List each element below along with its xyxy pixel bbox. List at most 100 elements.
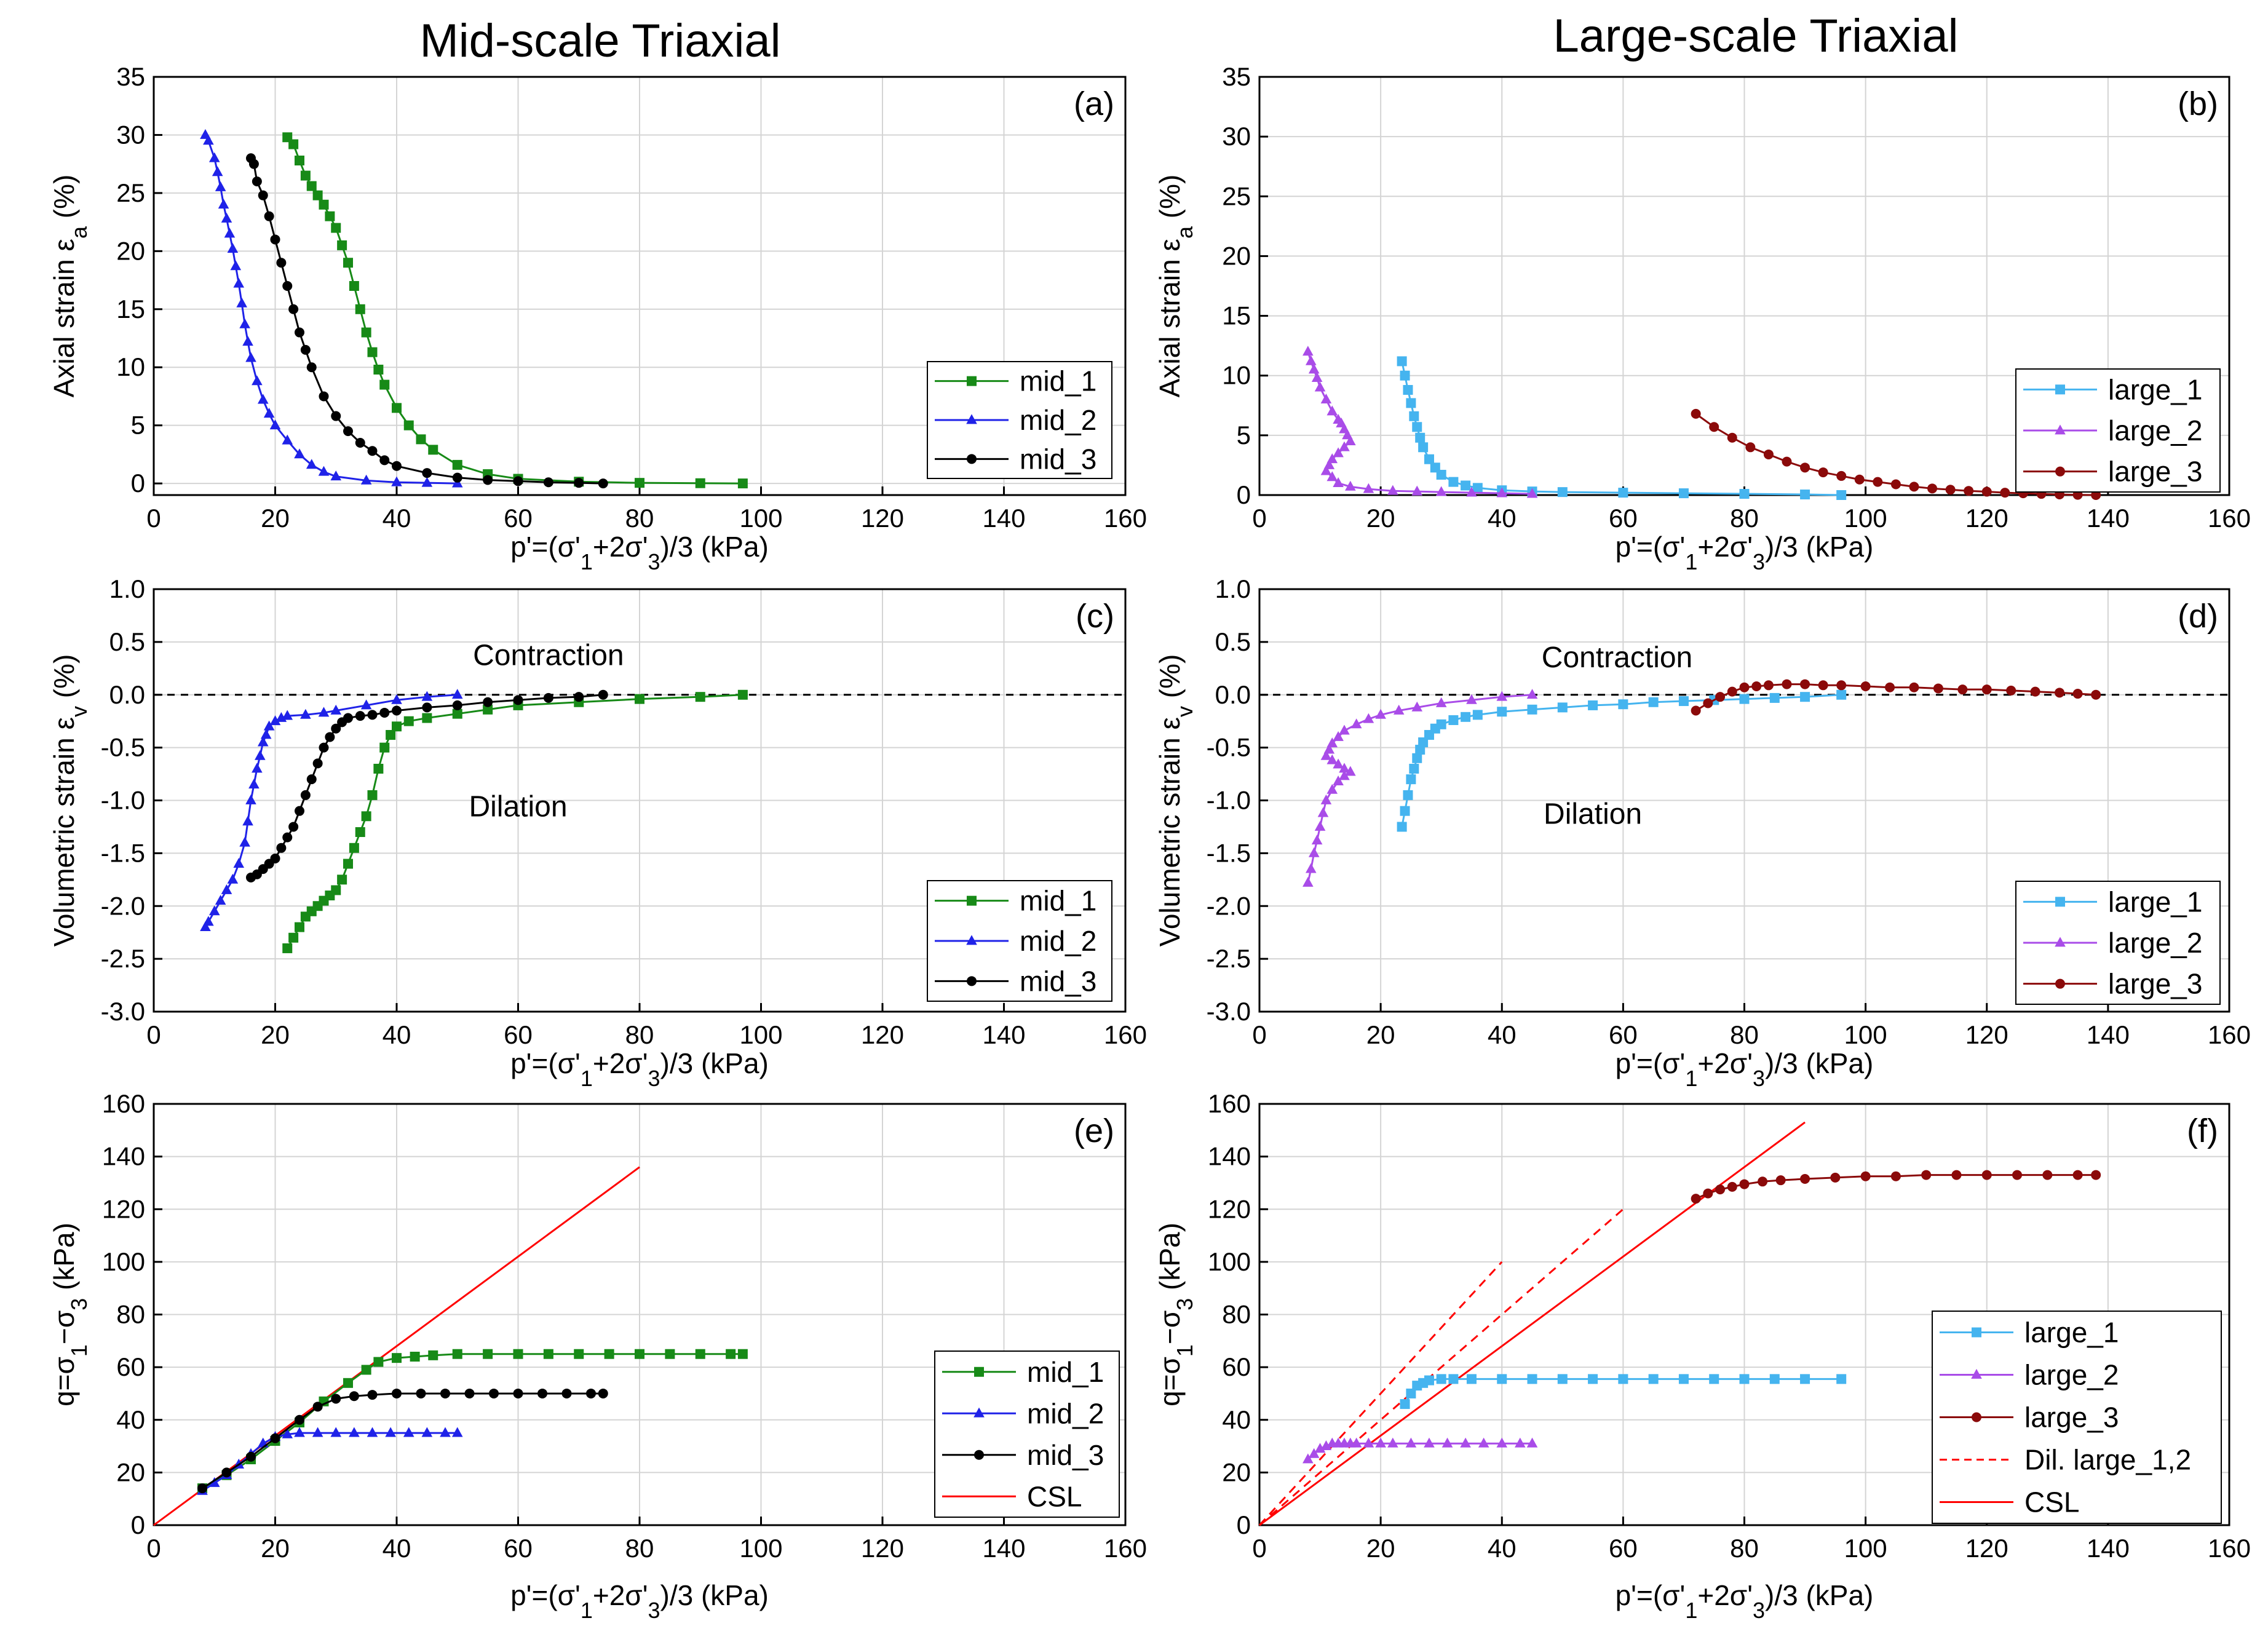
data-point-large_3 bbox=[1782, 456, 1792, 467]
data-point-large_1 bbox=[1400, 806, 1410, 816]
series-mid_1 bbox=[282, 689, 748, 953]
data-point-large_1 bbox=[1618, 488, 1628, 498]
legend-marker bbox=[973, 1407, 985, 1418]
data-point-large_3 bbox=[1758, 1176, 1768, 1187]
x-axis-label-part: 3 bbox=[1753, 549, 1765, 574]
x-tick-label: 40 bbox=[383, 1020, 411, 1049]
data-point-large_1 bbox=[1836, 490, 1847, 500]
x-axis-label-part: 1 bbox=[581, 1066, 593, 1091]
y-tick-label: 80 bbox=[1222, 1300, 1251, 1329]
data-point-mid_1 bbox=[379, 379, 390, 390]
x-axis-label: p'=(σ'1+2σ'3)/3 (kPa) bbox=[510, 1047, 769, 1091]
y-tick-label: 20 bbox=[1222, 241, 1251, 270]
x-axis-label: p'=(σ'1+2σ'3)/3 (kPa) bbox=[1616, 1047, 1874, 1091]
data-point-large_3 bbox=[1830, 1172, 1841, 1183]
x-tick-label: 60 bbox=[1609, 1534, 1638, 1563]
x-tick-label: 40 bbox=[383, 1534, 411, 1563]
data-point-mid_1 bbox=[403, 420, 414, 430]
data-point-mid_2 bbox=[282, 710, 293, 720]
y-tick-label: 100 bbox=[1208, 1247, 1251, 1276]
data-point-large_1 bbox=[1436, 1374, 1446, 1384]
x-tick-label: 140 bbox=[2087, 1534, 2130, 1563]
legend-marker bbox=[2055, 978, 2065, 989]
y-tick-label: 35 bbox=[1222, 62, 1251, 91]
y-tick-label: 10 bbox=[116, 352, 145, 381]
data-point-mid_2 bbox=[349, 1427, 360, 1437]
data-point-mid_2 bbox=[306, 459, 317, 469]
data-point-large_2 bbox=[1326, 783, 1338, 794]
x-tick-label: 160 bbox=[2208, 1020, 2251, 1049]
data-point-mid_3 bbox=[343, 713, 353, 723]
data-point-large_1 bbox=[1678, 696, 1689, 707]
y-tick-label: 40 bbox=[1222, 1405, 1251, 1434]
data-point-mid_3 bbox=[270, 853, 280, 863]
x-tick-label: 120 bbox=[1965, 1534, 2008, 1563]
x-axis-label-part: 1 bbox=[581, 549, 593, 574]
data-point-large_1 bbox=[1557, 1374, 1568, 1384]
x-tick-label: 80 bbox=[1730, 1534, 1759, 1563]
y-tick-label: 1.0 bbox=[109, 574, 145, 603]
data-point-large_1 bbox=[1409, 763, 1419, 774]
legend-label: mid_3 bbox=[1027, 1439, 1104, 1471]
data-point-mid_1 bbox=[422, 713, 432, 723]
data-point-mid_2 bbox=[360, 699, 372, 710]
data-point-large_2 bbox=[1405, 1437, 1417, 1448]
series-large_3 bbox=[1691, 679, 2101, 716]
data-point-large_2 bbox=[1320, 393, 1332, 403]
x-tick-label: 0 bbox=[146, 1534, 161, 1563]
data-point-mid_1 bbox=[737, 478, 748, 489]
x-tick-label: 160 bbox=[1104, 1534, 1147, 1563]
data-point-mid_3 bbox=[367, 710, 378, 720]
data-point-large_2 bbox=[1350, 1437, 1362, 1448]
data-point-large_3 bbox=[1703, 698, 1713, 708]
x-axis-label-part: 1 bbox=[1685, 549, 1697, 574]
x-tick-label: 140 bbox=[2087, 504, 2130, 533]
series-mid_3 bbox=[246, 689, 608, 882]
data-point-mid_1 bbox=[410, 1352, 420, 1362]
data-point-large_2 bbox=[1387, 1437, 1398, 1448]
data-point-large_3 bbox=[1964, 486, 1974, 496]
data-point-large_1 bbox=[1836, 1374, 1847, 1384]
data-point-large_3 bbox=[1739, 682, 1750, 692]
data-point-mid_1 bbox=[343, 258, 353, 268]
data-point-mid_3 bbox=[452, 700, 462, 710]
data-point-mid_3 bbox=[331, 723, 341, 734]
data-point-mid_1 bbox=[392, 1353, 402, 1363]
data-point-large_2 bbox=[1305, 355, 1317, 365]
data-point-mid_1 bbox=[665, 1349, 675, 1359]
legend-marker bbox=[2055, 937, 2066, 947]
data-point-mid_3 bbox=[440, 1388, 450, 1398]
panel-label: (c) bbox=[1076, 598, 1114, 635]
y-tick-label: 15 bbox=[116, 295, 145, 323]
x-tick-label: 140 bbox=[982, 504, 1025, 533]
x-tick-label: 120 bbox=[861, 1020, 904, 1049]
data-point-mid_2 bbox=[391, 476, 402, 486]
data-point-mid_3 bbox=[367, 1390, 378, 1400]
data-point-mid_1 bbox=[428, 445, 438, 455]
legend-marker bbox=[1971, 1368, 1982, 1379]
data-point-mid_1 bbox=[695, 1349, 705, 1359]
data-point-mid_2 bbox=[282, 1428, 293, 1438]
data-point-large_2 bbox=[1363, 483, 1374, 493]
x-axis-label-part: 3 bbox=[648, 549, 660, 574]
series-large_1 bbox=[1400, 1374, 1847, 1410]
data-point-large_3 bbox=[1933, 683, 1943, 694]
y-axis-label-part: 3 bbox=[1172, 1298, 1197, 1311]
data-point-large_3 bbox=[1981, 486, 1992, 497]
data-point-mid_3 bbox=[306, 362, 317, 373]
data-point-large_3 bbox=[2012, 1170, 2023, 1180]
y-axis-label-part: a bbox=[66, 226, 92, 239]
y-axis-label-part: v bbox=[66, 706, 92, 717]
series-line-mid_3 bbox=[250, 157, 603, 485]
legend: mid_1 mid_2 mid_3 bbox=[927, 880, 1112, 1002]
annotation-dilation: Dilation bbox=[469, 790, 567, 823]
x-axis-label: p'=(σ'1+2σ'3)/3 (kPa) bbox=[510, 531, 769, 574]
legend-marker bbox=[967, 976, 977, 986]
data-point-large_3 bbox=[1945, 485, 1956, 495]
data-point-mid_3 bbox=[543, 477, 553, 488]
data-point-large_3 bbox=[1751, 681, 1762, 692]
data-point-mid_3 bbox=[416, 1388, 426, 1398]
y-axis-label-part: (kPa) bbox=[1154, 1223, 1186, 1298]
y-tick-label: -2.5 bbox=[101, 944, 145, 973]
y-axis-label-part: (%) bbox=[1154, 654, 1186, 706]
